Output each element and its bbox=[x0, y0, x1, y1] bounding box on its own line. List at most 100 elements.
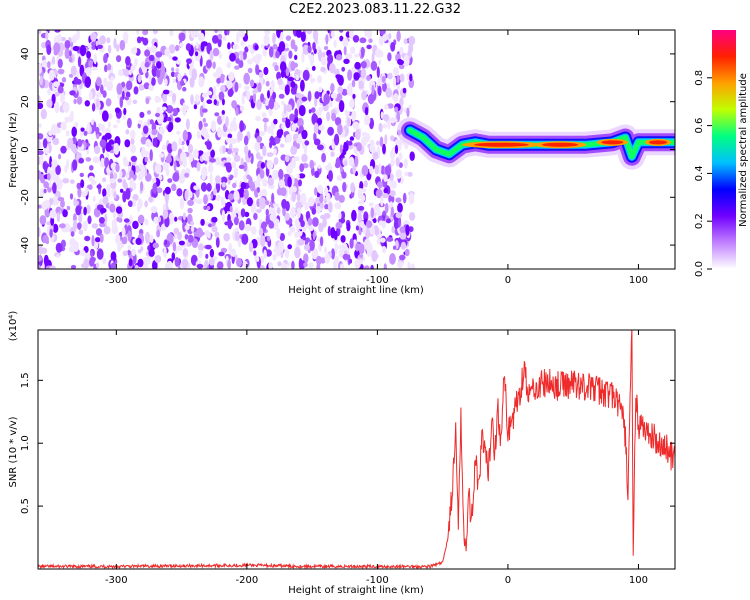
noise-speckle bbox=[272, 91, 277, 100]
noise-speckle bbox=[106, 80, 114, 92]
noise-speckle bbox=[376, 237, 381, 245]
noise-speckle bbox=[181, 145, 185, 151]
noise-speckle bbox=[60, 121, 67, 131]
noise-speckle bbox=[48, 69, 55, 81]
noise-speckle bbox=[395, 169, 402, 179]
noise-speckle bbox=[163, 247, 167, 259]
noise-speckle bbox=[294, 156, 300, 162]
snr-y-multiplier: (x10⁴) bbox=[8, 311, 19, 342]
noise-speckle bbox=[273, 157, 279, 166]
noise-speckle bbox=[51, 123, 58, 136]
noise-speckle bbox=[335, 221, 343, 229]
noise-speckle bbox=[209, 158, 216, 163]
noise-speckle bbox=[99, 139, 107, 148]
noise-speckle bbox=[348, 156, 355, 167]
noise-speckle bbox=[168, 44, 176, 54]
noise-speckle bbox=[148, 54, 155, 62]
noise-speckle bbox=[246, 90, 251, 101]
noise-speckle bbox=[268, 108, 273, 117]
noise-speckle bbox=[226, 62, 232, 69]
noise-speckle bbox=[296, 173, 300, 180]
noise-speckle bbox=[206, 182, 212, 192]
noise-speckle bbox=[217, 33, 223, 40]
noise-speckle bbox=[378, 59, 382, 65]
noise-speckle bbox=[209, 50, 214, 61]
noise-speckle bbox=[240, 40, 245, 46]
noise-speckle bbox=[382, 82, 387, 92]
noise-speckle bbox=[302, 69, 310, 81]
noise-speckle bbox=[88, 175, 95, 182]
noise-speckle bbox=[301, 194, 307, 203]
noise-speckle bbox=[145, 173, 152, 182]
noise-speckle bbox=[329, 165, 333, 172]
noise-speckle bbox=[311, 107, 316, 113]
noise-speckle bbox=[355, 128, 361, 140]
noise-speckle bbox=[260, 93, 265, 103]
noise-speckle bbox=[117, 178, 123, 183]
noise-speckle bbox=[338, 194, 345, 203]
noise-speckle bbox=[98, 216, 105, 224]
noise-speckle bbox=[171, 92, 177, 103]
noise-speckle bbox=[290, 145, 298, 156]
noise-speckle bbox=[110, 251, 117, 262]
noise-speckle bbox=[121, 81, 126, 88]
noise-speckle bbox=[341, 88, 348, 96]
noise-speckle bbox=[205, 253, 209, 259]
noise-speckle bbox=[309, 159, 315, 170]
noise-speckle bbox=[92, 195, 96, 202]
noise-speckle bbox=[172, 172, 180, 182]
noise-speckle bbox=[333, 39, 337, 48]
noise-speckle bbox=[91, 66, 98, 71]
noise-speckle bbox=[182, 129, 188, 142]
noise-speckle bbox=[214, 112, 220, 117]
noise-speckle bbox=[144, 49, 151, 57]
noise-speckle bbox=[324, 204, 329, 210]
noise-speckle bbox=[162, 144, 166, 151]
noise-speckle bbox=[291, 191, 296, 202]
noise-speckle bbox=[78, 213, 83, 223]
noise-speckle bbox=[355, 225, 359, 231]
snr-line-series bbox=[38, 330, 675, 569]
noise-speckle bbox=[101, 110, 109, 122]
noise-speckle bbox=[368, 202, 374, 207]
noise-speckle bbox=[409, 151, 415, 161]
noise-speckle bbox=[178, 137, 183, 146]
noise-speckle bbox=[220, 73, 225, 84]
noise-speckle bbox=[79, 249, 86, 256]
noise-speckle bbox=[130, 155, 138, 162]
noise-speckle bbox=[265, 98, 269, 107]
noise-speckle bbox=[243, 161, 248, 172]
noise-speckle bbox=[334, 242, 338, 255]
noise-speckle bbox=[225, 115, 229, 128]
noise-speckle bbox=[327, 126, 334, 136]
noise-speckle bbox=[54, 30, 61, 33]
noise-speckle bbox=[48, 181, 52, 188]
noise-speckle bbox=[346, 117, 351, 127]
noise-speckle bbox=[254, 140, 260, 153]
noise-speckle bbox=[233, 190, 240, 202]
noise-speckle bbox=[62, 177, 70, 184]
noise-speckle bbox=[314, 34, 318, 44]
noise-speckle bbox=[265, 80, 270, 87]
noise-speckle bbox=[342, 181, 347, 193]
noise-speckle bbox=[156, 61, 162, 69]
noise-speckle bbox=[232, 147, 239, 153]
noise-speckle bbox=[158, 127, 165, 135]
noise-speckle bbox=[102, 177, 106, 183]
noise-speckle bbox=[137, 202, 141, 213]
noise-speckle bbox=[320, 55, 327, 66]
noise-speckle bbox=[184, 190, 189, 201]
noise-speckle bbox=[52, 196, 60, 206]
noise-speckle bbox=[247, 44, 252, 50]
noise-speckle bbox=[277, 78, 283, 86]
noise-speckle bbox=[238, 60, 244, 69]
noise-speckle bbox=[227, 193, 234, 201]
noise-speckle bbox=[57, 86, 64, 94]
noise-speckle bbox=[363, 180, 368, 188]
noise-speckle bbox=[73, 98, 77, 105]
noise-speckle bbox=[343, 160, 348, 167]
noise-speckle bbox=[272, 253, 277, 261]
noise-speckle bbox=[38, 95, 41, 104]
noise-speckle bbox=[379, 237, 386, 243]
noise-speckle bbox=[208, 258, 215, 266]
